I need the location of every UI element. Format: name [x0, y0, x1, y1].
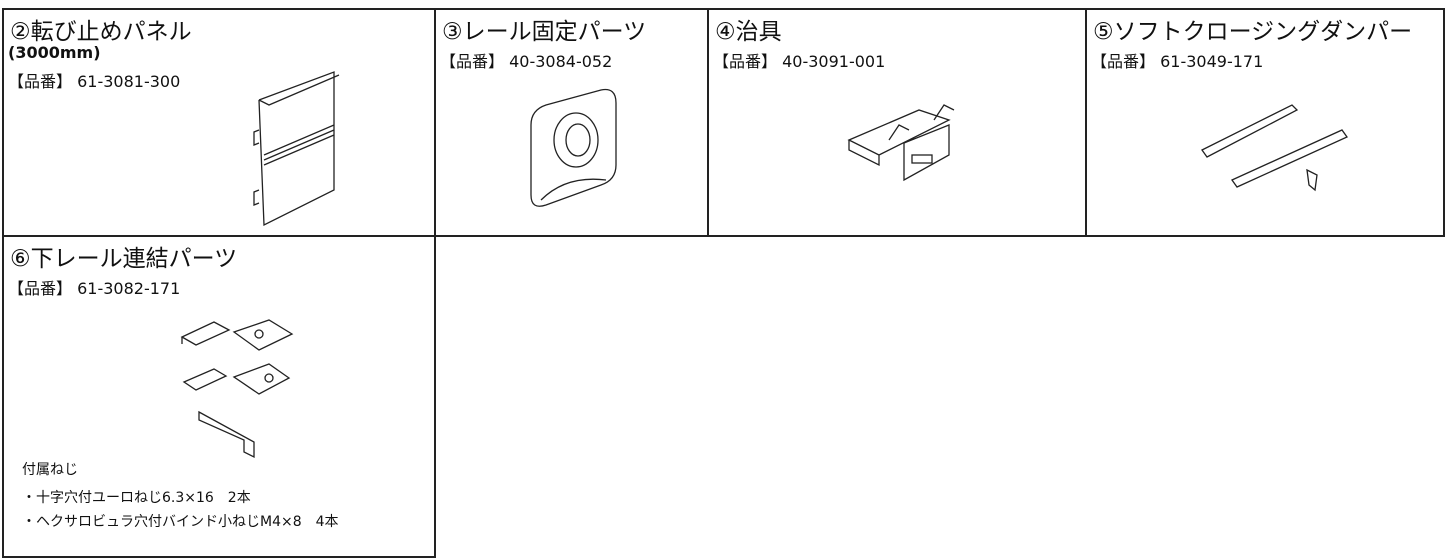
part-title: ⑥下レール連結パーツ	[10, 246, 238, 272]
part-number: 【品番】 40-3091-001	[713, 52, 886, 71]
part-number: 【品番】 61-3081-300	[8, 72, 181, 91]
part-cell: ④治具 【品番】 40-3091-001	[707, 8, 1087, 237]
part-cell: ⑥下レール連結パーツ 【品番】 61-3082-171 付属ねじ ・十字穴付ユー…	[2, 235, 436, 558]
part-spec: (3000mm)	[8, 43, 101, 62]
part-title: ⑤ソフトクロージングダンパー	[1093, 19, 1413, 45]
part-number: 【品番】 40-3084-052	[440, 52, 613, 71]
accessory-item: ・ヘクサロビュラ穴付バインド小ねじM4×8 4本	[22, 514, 339, 530]
part-number: 【品番】 61-3049-171	[1091, 52, 1264, 71]
accessory-heading: 付属ねじ	[22, 462, 78, 478]
illustration	[180, 319, 294, 459]
part-title: ③レール固定パーツ	[442, 19, 647, 45]
part-title: ②転び止めパネル	[10, 19, 192, 45]
part-title: ④治具	[715, 19, 782, 45]
illustration	[253, 71, 340, 227]
divider	[434, 235, 1445, 237]
part-cell: ②転び止めパネル (3000mm) 【品番】 61-3081-300	[2, 8, 436, 237]
illustration	[847, 104, 955, 182]
illustration	[1201, 104, 1348, 192]
illustration	[530, 88, 617, 207]
accessory-item: ・十字穴付ユーロねじ6.3×16 2本	[22, 490, 251, 506]
part-cell: ③レール固定パーツ 【品番】 40-3084-052	[434, 8, 709, 237]
part-cell: ⑤ソフトクロージングダンパー 【品番】 61-3049-171	[1085, 8, 1445, 237]
part-number: 【品番】 61-3082-171	[8, 279, 181, 298]
